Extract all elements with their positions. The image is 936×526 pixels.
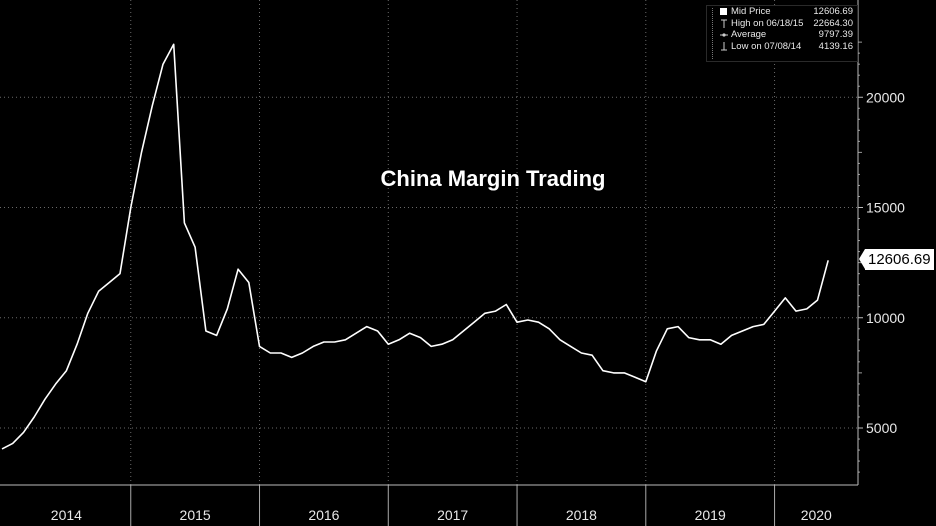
- legend-high-icon: [720, 19, 728, 28]
- legend-value: 9797.39: [818, 29, 853, 40]
- legend-value: 22664.30: [813, 17, 853, 29]
- axes: 5000 10000 15000 20000 2014 2015 2016 2017 2018 2…: [0, 0, 905, 526]
- series: [1, 43, 829, 450]
- x-tick-label: 2017: [437, 507, 468, 523]
- y-tick-label: 5000: [866, 420, 897, 436]
- legend-row-low: Low on 07/08/14 4139.16: [707, 41, 857, 53]
- legend-row-average: Average 9797.39: [707, 29, 857, 41]
- legend-label: High on 06/18/15: [731, 17, 804, 29]
- series-line-mid-price: [1, 43, 829, 450]
- x-tick-label: 2018: [566, 507, 597, 523]
- last-value-tag: 12606.69: [859, 249, 934, 270]
- legend-row-mid-price: Mid Price 12606.69: [707, 6, 857, 18]
- legend-label: Mid Price: [731, 6, 771, 17]
- legend-square-icon: [720, 7, 728, 16]
- legend-value: 12606.69: [813, 6, 853, 17]
- y-tick-label: 15000: [866, 200, 905, 216]
- x-tick-label: 2015: [180, 507, 211, 523]
- legend-row-high: High on 06/18/15 22664.30: [707, 18, 857, 30]
- legend-bracket: [712, 8, 719, 59]
- legend-value: 4139.16: [818, 40, 853, 52]
- legend-label: Low on 07/08/14: [731, 40, 802, 52]
- legend-low-icon: [720, 41, 728, 51]
- legend: Mid Price 12606.69 High on 06/18/15 2266…: [706, 5, 858, 62]
- legend-label: Average: [731, 29, 767, 40]
- x-tick-label: 2020: [801, 507, 832, 523]
- x-tick-label: 2016: [308, 507, 339, 523]
- x-tick-label: 2014: [51, 507, 82, 523]
- chart-title: China Margin Trading: [380, 166, 606, 191]
- y-tick-label: 10000: [866, 310, 905, 326]
- grid: [0, 0, 858, 485]
- y-tick-label: 20000: [866, 89, 905, 105]
- x-tick-label: 2019: [695, 507, 726, 523]
- legend-average-icon: [720, 30, 728, 39]
